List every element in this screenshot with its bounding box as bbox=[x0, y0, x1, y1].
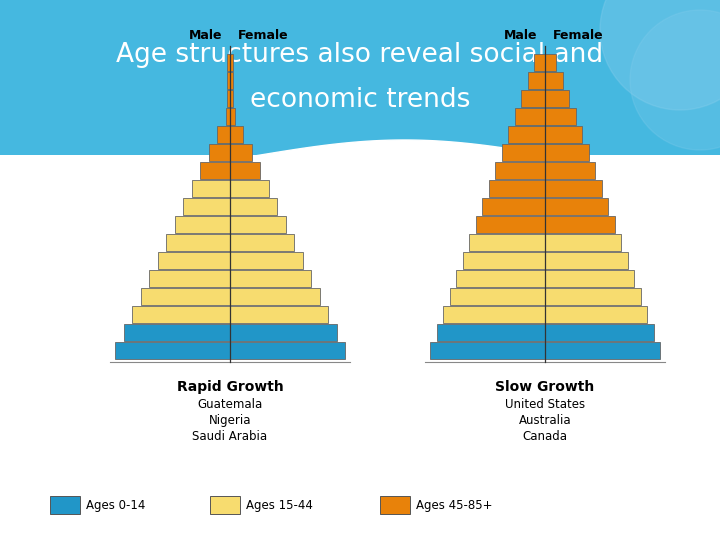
Bar bbox=[115, 342, 345, 359]
Bar bbox=[217, 126, 243, 143]
Text: Canada: Canada bbox=[523, 430, 567, 443]
Text: Ages 0-14: Ages 0-14 bbox=[86, 500, 145, 512]
Circle shape bbox=[630, 10, 720, 150]
Bar bbox=[227, 90, 233, 107]
Bar bbox=[528, 72, 562, 89]
Text: Age structures also reveal social and: Age structures also reveal social and bbox=[117, 42, 603, 68]
Bar bbox=[488, 180, 601, 197]
Text: Male: Male bbox=[503, 29, 537, 42]
Bar bbox=[183, 198, 277, 215]
Bar bbox=[495, 162, 595, 179]
Bar bbox=[210, 496, 240, 514]
Text: Male: Male bbox=[189, 29, 222, 42]
Bar bbox=[227, 72, 233, 89]
Bar bbox=[443, 306, 647, 323]
Bar bbox=[469, 234, 621, 251]
Text: economic trends: economic trends bbox=[250, 87, 470, 113]
Bar bbox=[227, 54, 233, 71]
Bar bbox=[200, 162, 260, 179]
Bar bbox=[430, 342, 660, 359]
Text: Saudi Arabia: Saudi Arabia bbox=[192, 430, 268, 443]
Bar bbox=[192, 180, 269, 197]
Bar bbox=[209, 144, 251, 161]
Bar bbox=[462, 252, 628, 269]
Bar bbox=[515, 108, 575, 125]
Bar bbox=[482, 198, 608, 215]
Bar bbox=[166, 234, 294, 251]
Text: Female: Female bbox=[553, 29, 603, 42]
Bar bbox=[502, 144, 588, 161]
Bar bbox=[436, 324, 654, 341]
Bar bbox=[534, 54, 556, 71]
Bar bbox=[174, 216, 286, 233]
Bar bbox=[158, 252, 302, 269]
Bar bbox=[149, 270, 311, 287]
Text: United States: United States bbox=[505, 398, 585, 411]
Bar bbox=[140, 288, 320, 305]
Bar bbox=[0, 0, 720, 155]
Bar bbox=[124, 324, 336, 341]
Text: Rapid Growth: Rapid Growth bbox=[176, 380, 284, 394]
Text: Guatemala: Guatemala bbox=[197, 398, 263, 411]
Text: Ages 15-44: Ages 15-44 bbox=[246, 500, 313, 512]
Bar bbox=[449, 288, 641, 305]
Text: Australia: Australia bbox=[518, 414, 571, 427]
Bar bbox=[456, 270, 634, 287]
Bar bbox=[225, 108, 235, 125]
Text: Ages 45-85+: Ages 45-85+ bbox=[416, 500, 492, 512]
Text: Slow Growth: Slow Growth bbox=[495, 380, 595, 394]
Polygon shape bbox=[0, 140, 720, 540]
Bar bbox=[475, 216, 614, 233]
Text: Female: Female bbox=[238, 29, 289, 42]
Circle shape bbox=[600, 0, 720, 110]
Bar bbox=[132, 306, 328, 323]
Bar bbox=[380, 496, 410, 514]
Bar bbox=[521, 90, 569, 107]
Bar bbox=[50, 496, 80, 514]
Bar bbox=[508, 126, 582, 143]
Text: Nigeria: Nigeria bbox=[209, 414, 251, 427]
